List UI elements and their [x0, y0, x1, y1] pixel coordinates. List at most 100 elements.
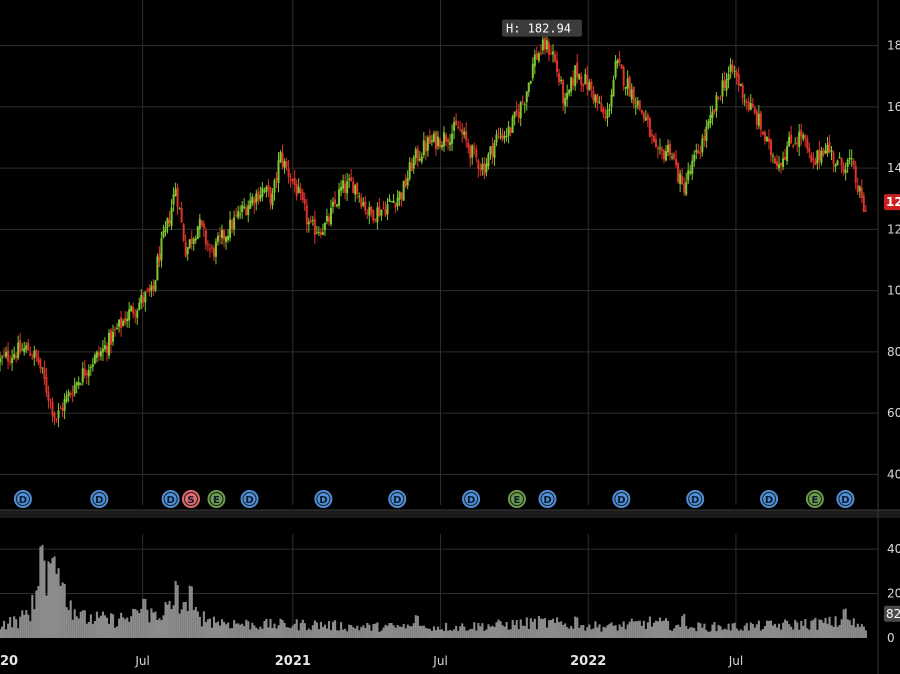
candle-body	[840, 157, 843, 166]
candle-body	[110, 330, 113, 345]
event-marker-d[interactable]: D	[760, 490, 779, 508]
event-marker-s[interactable]: S	[181, 490, 200, 508]
candle-body	[275, 177, 278, 181]
event-marker-fill	[510, 493, 523, 505]
volume-bar	[796, 622, 799, 638]
volume-bar	[707, 631, 710, 638]
event-marker-e[interactable]: E	[805, 490, 824, 508]
volume-bar	[61, 582, 64, 638]
candle-body	[261, 187, 264, 197]
panel-separator[interactable]	[0, 510, 900, 518]
candle-body	[91, 364, 94, 367]
event-marker-label: D	[19, 495, 27, 506]
volume-tick-label: 20	[887, 587, 900, 601]
volume-bar	[753, 627, 756, 638]
candle-body	[354, 185, 357, 195]
volume-bar	[763, 626, 767, 638]
event-marker-label: E	[514, 495, 521, 506]
candle-body	[231, 220, 234, 230]
event-marker-d[interactable]: D	[314, 490, 333, 508]
candle-body	[75, 382, 78, 386]
event-marker-e[interactable]: E	[207, 490, 226, 508]
volume-bar	[382, 627, 385, 638]
event-marker-d[interactable]: D	[388, 490, 407, 508]
volume-bar	[854, 627, 857, 638]
candle-body	[192, 239, 195, 244]
volume-bar	[610, 622, 613, 638]
candle-body	[243, 206, 246, 208]
volume-bar	[172, 605, 175, 638]
candle-body	[41, 367, 44, 369]
volume-bar	[800, 620, 803, 638]
volume-bar	[287, 627, 290, 638]
volume-bar	[5, 629, 8, 638]
event-marker-e[interactable]: E	[507, 490, 526, 508]
volume-bar	[51, 557, 54, 638]
event-marker-d[interactable]: D	[538, 490, 557, 508]
candle-body	[864, 210, 867, 212]
candle-body	[721, 80, 724, 97]
volume-bar	[729, 630, 732, 638]
volume-bar	[483, 630, 486, 638]
candle-body	[352, 181, 355, 193]
volume-bar	[0, 629, 2, 638]
volume-bar	[778, 623, 781, 638]
volume-bar	[53, 556, 56, 638]
candle-body	[340, 186, 343, 191]
volume-bar	[277, 625, 280, 638]
volume-bar	[414, 615, 417, 638]
volume-bar	[646, 622, 649, 638]
volume-bar	[114, 627, 117, 638]
volume-bar	[600, 631, 603, 638]
volume-bar	[358, 630, 361, 638]
volume-bar	[245, 619, 248, 638]
candle-body	[703, 136, 706, 140]
candle-body	[184, 242, 187, 257]
volume-bar	[194, 606, 197, 638]
volume-bar	[810, 620, 813, 638]
candle-body	[598, 101, 601, 104]
volume-bar	[59, 585, 62, 638]
candle-body	[792, 145, 795, 147]
volume-bar	[765, 620, 769, 638]
volume-bar	[392, 625, 395, 638]
candle-body	[37, 356, 40, 363]
volume-bar	[513, 624, 516, 638]
candle-body	[295, 184, 298, 197]
candle-body	[17, 342, 20, 359]
candle-body	[124, 318, 127, 324]
candle-body	[101, 348, 104, 353]
volume-bar	[786, 620, 789, 638]
event-marker-fill	[808, 493, 821, 505]
candle-body	[846, 159, 849, 167]
event-marker-d[interactable]: D	[686, 490, 705, 508]
last-price-tag	[884, 194, 900, 211]
event-marker-d[interactable]: D	[90, 490, 109, 508]
volume-bar	[81, 610, 84, 638]
price-tick-label: 60	[887, 406, 900, 420]
event-marker-d[interactable]: D	[161, 490, 180, 508]
candle-body	[562, 80, 565, 104]
candle-body	[394, 203, 397, 208]
x-tick-label: 2021	[275, 654, 311, 669]
candle-body	[360, 197, 363, 207]
candle-body	[253, 199, 256, 205]
event-marker-d[interactable]: D	[13, 490, 32, 508]
candle-body	[767, 138, 770, 142]
volume-bar	[665, 618, 668, 638]
volume-bar	[473, 622, 476, 638]
candle-body	[178, 208, 181, 210]
candle-body	[95, 351, 98, 358]
volume-bar	[45, 595, 48, 638]
event-marker-d[interactable]: D	[240, 490, 259, 508]
volume-bar	[814, 617, 817, 638]
candle-body	[848, 157, 851, 160]
event-marker-fill	[465, 493, 478, 505]
event-marker-d[interactable]: D	[612, 490, 631, 508]
event-marker-d[interactable]: D	[836, 490, 855, 508]
event-marker-d[interactable]: D	[462, 490, 481, 508]
candle-body	[463, 131, 466, 136]
volume-bar	[247, 621, 250, 638]
